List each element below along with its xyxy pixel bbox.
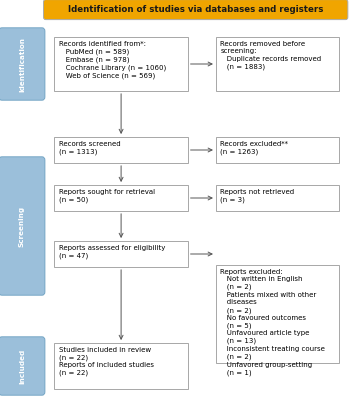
FancyBboxPatch shape xyxy=(0,157,45,295)
Bar xyxy=(54,241,188,267)
Bar xyxy=(216,37,339,91)
Text: Records excluded**
(n = 1263): Records excluded** (n = 1263) xyxy=(220,141,289,155)
FancyBboxPatch shape xyxy=(0,337,45,395)
Bar xyxy=(54,137,188,163)
Text: Records identified from*:
   PubMed (n = 589)
   Embase (n = 978)
   Cochrane Li: Records identified from*: PubMed (n = 58… xyxy=(59,41,166,79)
Bar xyxy=(54,343,188,389)
Text: Studies included in review
(n = 22)
Reports of included studies
(n = 22): Studies included in review (n = 22) Repo… xyxy=(59,347,154,376)
Text: Identification of studies via databases and registers: Identification of studies via databases … xyxy=(68,5,323,14)
FancyBboxPatch shape xyxy=(44,0,348,20)
Bar xyxy=(216,265,339,363)
Text: Reports not retrieved
(n = 3): Reports not retrieved (n = 3) xyxy=(220,189,294,203)
Text: Records removed before
screening:
   Duplicate records removed
   (n = 1883): Records removed before screening: Duplic… xyxy=(220,41,322,70)
Text: Identification: Identification xyxy=(19,36,25,92)
Bar xyxy=(216,137,339,163)
Text: Screening: Screening xyxy=(19,206,25,246)
Text: Reports assessed for eligibility
(n = 47): Reports assessed for eligibility (n = 47… xyxy=(59,245,165,259)
Text: Records screened
(n = 1313): Records screened (n = 1313) xyxy=(59,141,121,155)
Bar xyxy=(54,185,188,211)
Text: Reports excluded:
   Not written in English
   (n = 2)
   Patients mixed with ot: Reports excluded: Not written in English… xyxy=(220,269,325,376)
Text: Included: Included xyxy=(19,348,25,384)
Bar xyxy=(54,37,188,91)
Text: Reports sought for retrieval
(n = 50): Reports sought for retrieval (n = 50) xyxy=(59,189,155,203)
FancyBboxPatch shape xyxy=(0,28,45,100)
Bar xyxy=(216,185,339,211)
